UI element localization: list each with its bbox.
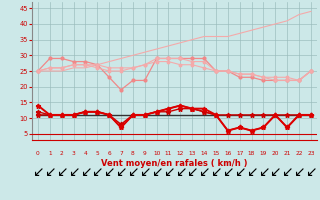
- X-axis label: Vent moyen/en rafales ( km/h ): Vent moyen/en rafales ( km/h ): [101, 159, 248, 168]
